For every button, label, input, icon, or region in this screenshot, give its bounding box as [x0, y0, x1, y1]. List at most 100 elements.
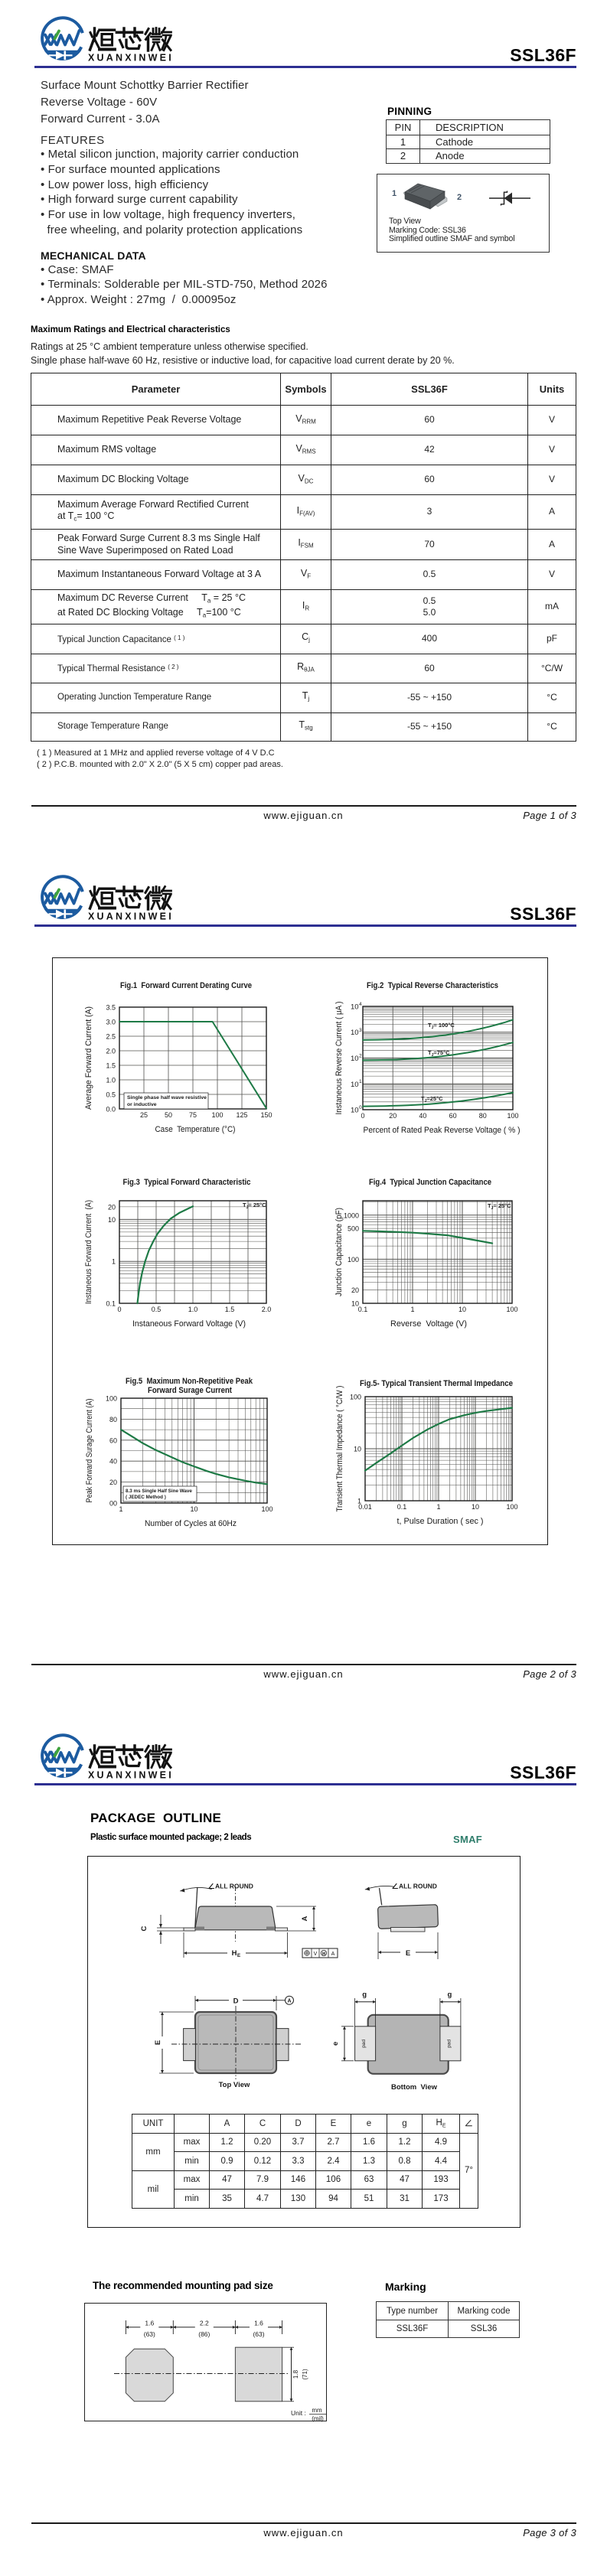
svg-text:XUANXINWEI: XUANXINWEI: [88, 53, 174, 64]
svg-text:10: 10: [472, 1503, 479, 1511]
svg-text:60: 60: [109, 1436, 117, 1444]
svg-text:Fig.4 Typical Junction Capaci: Fig.4 Typical Junction Capacitance: [369, 1178, 491, 1187]
svg-text:1000: 1000: [344, 1211, 359, 1219]
svg-text:ALL ROUND: ALL ROUND: [399, 1883, 437, 1890]
svg-text:40: 40: [419, 1112, 426, 1120]
svg-text:10: 10: [459, 1306, 466, 1313]
svg-text:t, Pulse Duration ( sec ): t, Pulse Duration ( sec ): [397, 1517, 484, 1526]
svg-text:20: 20: [389, 1112, 397, 1120]
svg-text:TJ= 100°C: TJ= 100°C: [428, 1022, 455, 1030]
svg-text:20: 20: [351, 1286, 359, 1294]
svg-text:50: 50: [165, 1111, 172, 1119]
svg-text:20: 20: [109, 1479, 117, 1486]
svg-text:0.1: 0.1: [106, 1300, 116, 1308]
svg-text:8.3 ms Single Half Sine Wave: 8.3 ms Single Half Sine Wave: [126, 1489, 192, 1494]
svg-text:10: 10: [351, 1107, 359, 1115]
svg-text:TJ=75°C: TJ=75°C: [428, 1049, 450, 1058]
svg-text:4: 4: [359, 1002, 362, 1007]
svg-text:D: D: [233, 1997, 239, 2006]
svg-text:100: 100: [507, 1112, 518, 1120]
svg-text:TJ= 25°C: TJ= 25°C: [488, 1202, 511, 1211]
svg-text:g: g: [362, 1991, 367, 1999]
svg-text:0.01: 0.01: [358, 1503, 372, 1511]
svg-text:Fig.5- Typical Transient Therm: Fig.5- Typical Transient Thermal Impedan…: [360, 1379, 513, 1388]
svg-text:1: 1: [436, 1503, 440, 1511]
svg-text:Instaneous Reverse Current ( μ: Instaneous Reverse Current ( μA ): [335, 1002, 344, 1115]
svg-text:10: 10: [354, 1446, 361, 1453]
svg-text:Fig.3 Typical Forward Charact: Fig.3 Typical Forward Characteristic: [123, 1178, 251, 1187]
svg-text:3.5: 3.5: [106, 1004, 116, 1012]
svg-text:ALL ROUND: ALL ROUND: [215, 1883, 253, 1890]
svg-text:Single phase half wave resisti: Single phase half wave resistive: [127, 1095, 207, 1101]
svg-text:2.0: 2.0: [262, 1306, 272, 1313]
svg-text:Instaneous Forward Voltage (V): Instaneous Forward Voltage (V): [132, 1319, 246, 1329]
svg-text:10: 10: [351, 1081, 359, 1089]
svg-text:(86): (86): [198, 2330, 210, 2338]
svg-text:100: 100: [261, 1505, 272, 1513]
svg-text:100: 100: [106, 1395, 117, 1403]
svg-text:1: 1: [359, 1079, 362, 1084]
svg-text:Bottom View: Bottom View: [391, 2083, 438, 2092]
svg-text:Forward Surage Current: Forward Surage Current: [148, 1386, 232, 1395]
svg-text:Percent of Rated Peak Reverse: Percent of Rated Peak Reverse Voltage ( …: [364, 1126, 521, 1135]
svg-text:2.0: 2.0: [106, 1048, 116, 1055]
svg-text:(71): (71): [302, 2369, 308, 2380]
svg-text:10: 10: [190, 1505, 197, 1513]
svg-text:125: 125: [236, 1111, 247, 1119]
svg-text:75: 75: [189, 1111, 197, 1119]
svg-text:Top View: Top View: [219, 2081, 250, 2089]
svg-text:E: E: [237, 1953, 241, 1958]
svg-text:(63): (63): [253, 2330, 264, 2338]
svg-text:1: 1: [357, 1498, 361, 1505]
svg-text:40: 40: [109, 1458, 117, 1466]
svg-text:1: 1: [119, 1505, 122, 1513]
svg-text:10: 10: [351, 1055, 359, 1063]
svg-text:g: g: [447, 1991, 452, 1999]
svg-text:(mil): (mil): [312, 2415, 324, 2422]
svg-text:(63): (63): [144, 2330, 155, 2338]
svg-text:10: 10: [351, 1029, 359, 1037]
svg-text:Instaneous Forward Current (A: Instaneous Forward Current (A): [84, 1200, 93, 1304]
svg-text:Unit :: Unit :: [291, 2409, 306, 2417]
svg-text:60: 60: [449, 1112, 457, 1120]
svg-text:A: A: [301, 1916, 309, 1921]
svg-text:00: 00: [109, 1500, 117, 1508]
svg-text:Fig.2 Typical Reverse Charact: Fig.2 Typical Reverse Characteristics: [367, 981, 498, 990]
svg-text:100: 100: [211, 1111, 223, 1119]
svg-text:TJ=25°C: TJ=25°C: [421, 1095, 443, 1104]
svg-text:80: 80: [109, 1416, 117, 1423]
svg-text:0.5: 0.5: [106, 1091, 116, 1099]
svg-text:100: 100: [506, 1503, 517, 1511]
svg-text:Case Temperature (°C): Case Temperature (°C): [155, 1125, 236, 1134]
svg-text:1: 1: [112, 1258, 116, 1266]
svg-text:3.0: 3.0: [106, 1019, 116, 1026]
svg-text:A: A: [331, 1952, 335, 1957]
svg-text:Fig.1 Forward Current Deratin: Fig.1 Forward Current Derating Curve: [120, 981, 252, 990]
svg-text:1.0: 1.0: [188, 1306, 198, 1313]
svg-text:100: 100: [350, 1394, 361, 1401]
svg-text:100: 100: [506, 1306, 517, 1313]
svg-text:e: e: [331, 2042, 340, 2046]
svg-text:M: M: [322, 1952, 325, 1957]
svg-text:Junction Capacitance (pF): Junction Capacitance (pF): [335, 1208, 344, 1296]
svg-text:0.1: 0.1: [397, 1503, 407, 1511]
svg-text:1: 1: [410, 1306, 414, 1313]
svg-text:1.5: 1.5: [225, 1306, 235, 1313]
svg-text:1.5: 1.5: [106, 1062, 116, 1070]
svg-text:100: 100: [348, 1256, 359, 1264]
svg-text:H: H: [232, 1949, 237, 1958]
svg-text:Fig.5 Maximum Non-Repetitive: Fig.5 Maximum Non-Repetitive Peak: [126, 1377, 253, 1386]
svg-text:150: 150: [260, 1111, 272, 1119]
svg-text:0: 0: [359, 1105, 362, 1110]
svg-text:2.5: 2.5: [106, 1033, 116, 1041]
svg-text:10: 10: [108, 1216, 116, 1224]
svg-text:V: V: [314, 1952, 318, 1957]
svg-text:XUANXINWEI: XUANXINWEI: [88, 911, 174, 922]
svg-text:0.1: 0.1: [358, 1306, 368, 1313]
svg-text:Transient Thermal Impedance (: Transient Thermal Impedance ( °C/W ): [335, 1386, 344, 1512]
svg-text:500: 500: [348, 1225, 359, 1233]
svg-text:Average Forward Current (A): Average Forward Current (A): [84, 1006, 93, 1110]
svg-text:2: 2: [359, 1054, 362, 1059]
svg-text:2.2: 2.2: [200, 2320, 209, 2327]
svg-text:pad: pad: [361, 2039, 367, 2047]
